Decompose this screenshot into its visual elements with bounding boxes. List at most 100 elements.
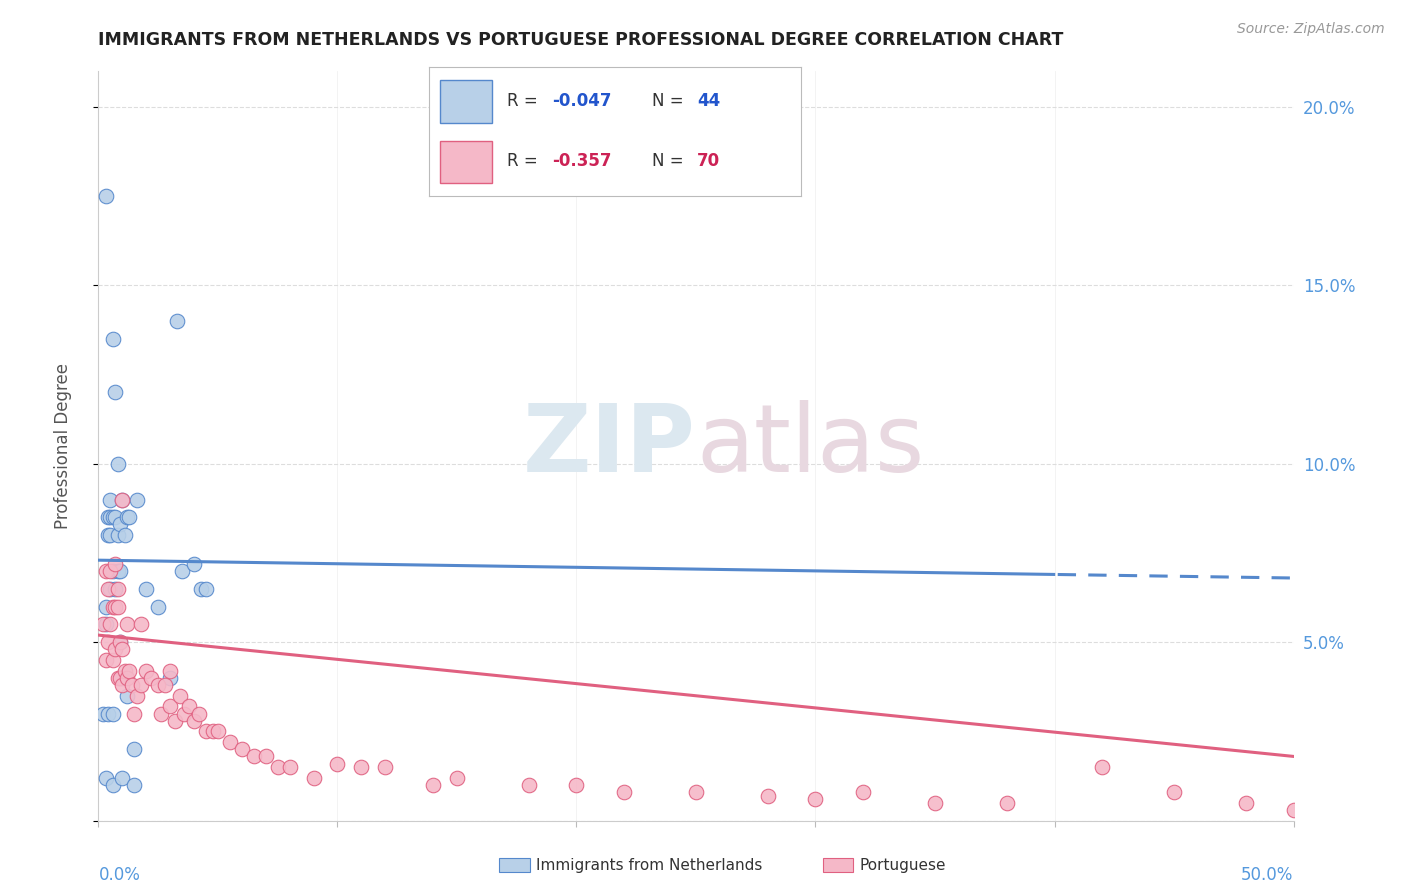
Point — [924, 796, 946, 810]
Point — [111, 671, 134, 685]
Point — [155, 678, 177, 692]
Point — [91, 706, 114, 721]
Point — [98, 582, 122, 596]
Y-axis label: Professional Degree: Professional Degree — [53, 363, 72, 529]
Point — [111, 771, 134, 785]
Point — [97, 706, 120, 721]
Point — [350, 760, 373, 774]
Point — [108, 635, 131, 649]
Point — [101, 599, 124, 614]
Point — [97, 510, 120, 524]
Point — [1282, 803, 1305, 817]
Point — [135, 664, 157, 678]
Point — [326, 756, 349, 771]
Point — [169, 689, 191, 703]
Point — [111, 492, 134, 507]
Point — [166, 314, 188, 328]
Point — [125, 689, 148, 703]
Text: atlas: atlas — [696, 400, 924, 492]
Point — [104, 599, 127, 614]
Point — [101, 332, 124, 346]
Point — [97, 582, 120, 596]
Text: N =: N = — [652, 153, 689, 170]
Point — [101, 706, 124, 721]
Point — [613, 785, 636, 799]
Point — [104, 385, 127, 400]
Point — [115, 689, 138, 703]
Point — [115, 617, 138, 632]
Point — [517, 778, 540, 792]
Text: -0.357: -0.357 — [551, 153, 612, 170]
Point — [108, 517, 131, 532]
Point — [111, 492, 134, 507]
Point — [804, 792, 827, 806]
Point — [107, 582, 129, 596]
Point — [94, 653, 117, 667]
Point — [195, 582, 218, 596]
Point — [91, 617, 114, 632]
Point — [121, 678, 143, 692]
Point — [111, 678, 134, 692]
Point — [422, 778, 444, 792]
Point — [243, 749, 266, 764]
Point — [202, 724, 225, 739]
Point — [302, 771, 325, 785]
Point — [159, 699, 181, 714]
Point — [111, 642, 134, 657]
Point — [108, 671, 131, 685]
Point — [131, 678, 153, 692]
Point — [756, 789, 779, 803]
Point — [104, 642, 127, 657]
Text: R =: R = — [508, 92, 543, 110]
Point — [115, 671, 138, 685]
Point — [94, 564, 117, 578]
Point — [139, 671, 162, 685]
Point — [149, 706, 172, 721]
Point — [163, 714, 186, 728]
FancyBboxPatch shape — [440, 141, 492, 184]
Text: 0.0%: 0.0% — [98, 865, 141, 884]
Point — [115, 510, 138, 524]
Point — [98, 510, 122, 524]
Point — [173, 706, 195, 721]
Point — [231, 742, 253, 756]
Point — [98, 564, 122, 578]
Point — [114, 664, 136, 678]
Point — [190, 582, 212, 596]
Point — [124, 742, 146, 756]
Point — [131, 617, 153, 632]
Point — [108, 635, 131, 649]
Point — [187, 706, 209, 721]
Point — [97, 635, 120, 649]
Text: Source: ZipAtlas.com: Source: ZipAtlas.com — [1237, 22, 1385, 37]
Point — [183, 557, 205, 571]
Point — [148, 599, 170, 614]
Text: IMMIGRANTS FROM NETHERLANDS VS PORTUGUESE PROFESSIONAL DEGREE CORRELATION CHART: IMMIGRANTS FROM NETHERLANDS VS PORTUGUES… — [98, 31, 1064, 49]
Point — [104, 510, 127, 524]
Point — [94, 599, 117, 614]
Text: Portuguese: Portuguese — [859, 858, 946, 872]
Point — [107, 599, 129, 614]
Point — [159, 671, 181, 685]
Point — [219, 735, 242, 749]
Point — [107, 528, 129, 542]
Point — [101, 564, 124, 578]
Point — [1163, 785, 1185, 799]
Point — [172, 564, 194, 578]
Point — [374, 760, 396, 774]
Point — [104, 557, 127, 571]
Point — [183, 714, 205, 728]
Point — [94, 771, 117, 785]
Point — [104, 582, 127, 596]
Point — [254, 749, 277, 764]
Text: ZIP: ZIP — [523, 400, 696, 492]
Point — [565, 778, 588, 792]
Point — [267, 760, 290, 774]
Point — [125, 492, 148, 507]
Text: R =: R = — [508, 153, 543, 170]
Text: N =: N = — [652, 92, 689, 110]
Point — [446, 771, 468, 785]
Point — [124, 706, 146, 721]
Point — [159, 664, 181, 678]
Point — [94, 189, 117, 203]
